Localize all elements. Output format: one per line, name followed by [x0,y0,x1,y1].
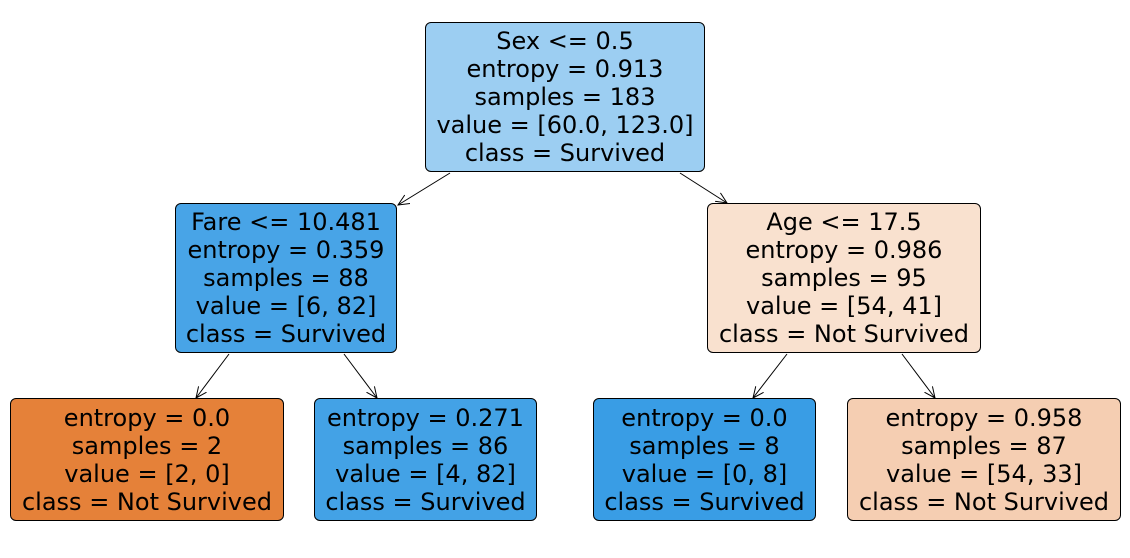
node-value: value = [54, 41] [746,292,942,320]
node-samples: samples = 183 [474,83,656,111]
leaf-node: entropy = 0.958 samples = 87 value = [54… [847,398,1121,521]
node-value: value = [2, 0] [64,459,230,488]
node-class: class = Not Survived [21,487,272,516]
node-class: class = Survived [325,487,526,516]
node-value: value = [60.0, 123.0] [436,111,694,139]
leaf-node: entropy = 0.271 samples = 86 value = [4,… [314,398,537,521]
leaf-node: entropy = 0.0 samples = 8 value = [0, 8]… [593,398,816,521]
node-class: class = Survived [604,487,805,516]
node-samples: samples = 95 [761,264,927,292]
edge-root-to-fare [398,172,451,205]
node-split: Fare <= 10.481 [191,208,381,236]
node-value: value = [0, 8] [621,459,788,488]
node-samples: samples = 8 [629,431,780,460]
edge-fare-to-left-leaf [196,353,230,398]
root-node: Sex <= 0.5 entropy = 0.913 samples = 183… [425,22,705,172]
node-value: value = [6, 82] [195,292,377,320]
node-class: class = Not Survived [718,320,969,348]
node-entropy: entropy = 0.986 [745,236,943,264]
node-samples: samples = 87 [901,431,1067,460]
age-split-node: Age <= 17.5 entropy = 0.986 samples = 95… [707,203,981,353]
node-samples: samples = 2 [71,431,223,460]
edge-root-to-age [679,172,727,203]
node-samples: samples = 88 [203,264,369,292]
node-samples: samples = 86 [342,431,509,460]
node-entropy: entropy = 0.0 [621,403,788,432]
node-entropy: entropy = 0.271 [327,403,524,432]
node-entropy: entropy = 0.958 [885,403,1083,432]
node-entropy: entropy = 0.0 [63,403,231,432]
node-value: value = [4, 82] [335,459,516,488]
fare-split-node: Fare <= 10.481 entropy = 0.359 samples =… [175,203,397,353]
node-entropy: entropy = 0.359 [187,236,385,264]
node-class: class = Survived [185,320,387,348]
node-split: Sex <= 0.5 [496,27,634,55]
node-class: class = Not Survived [858,487,1109,516]
edge-fare-to-right-leaf [343,353,377,398]
node-split: Age <= 17.5 [766,208,922,236]
node-class: class = Survived [464,139,666,167]
node-value: value = [54, 33] [886,459,1082,488]
node-entropy: entropy = 0.913 [466,55,664,83]
edge-age-to-left-leaf [753,353,788,398]
leaf-node: entropy = 0.0 samples = 2 value = [2, 0]… [10,398,284,521]
edge-age-to-right-leaf [901,353,935,398]
